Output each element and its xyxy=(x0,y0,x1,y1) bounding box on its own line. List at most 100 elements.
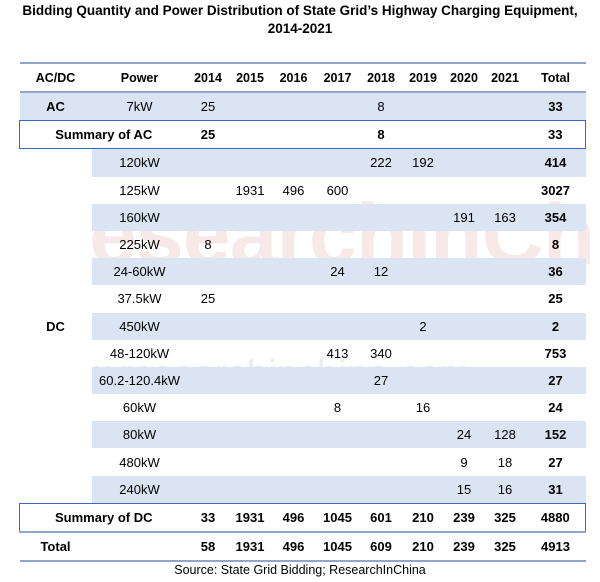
table-row: 24-60kW 24 12 36 xyxy=(20,258,586,286)
column-header: 2017 xyxy=(315,62,360,93)
value-cell: 210 xyxy=(402,502,444,533)
value-cell: 496 xyxy=(282,182,305,198)
table-row: 125kW 1931 496 600 3027 xyxy=(20,177,586,204)
power-cell: 80kW xyxy=(91,421,188,449)
value-cell: 1045 xyxy=(315,530,360,563)
total-cell: 753 xyxy=(544,345,567,361)
value-cell xyxy=(444,394,485,421)
value-cell xyxy=(228,148,272,177)
value-cell xyxy=(315,366,360,395)
column-header: 2019 xyxy=(402,62,444,93)
table-row: 37.5kW 25 25 xyxy=(20,285,586,312)
category-cell: DC xyxy=(19,148,92,504)
value-cell xyxy=(360,177,403,204)
value-cell: 1931 xyxy=(228,502,272,533)
total-cell: 354 xyxy=(525,203,586,231)
value-cell xyxy=(484,148,526,177)
value-cell: 1931 xyxy=(228,530,272,563)
value-cell xyxy=(443,258,485,286)
value-cell xyxy=(272,394,316,421)
value-cell xyxy=(229,394,272,421)
power-cell: 160kW xyxy=(91,203,188,231)
value-cell xyxy=(272,448,316,475)
value-cell: 192 xyxy=(402,148,444,177)
value-cell: 601 xyxy=(359,502,403,533)
column-header: 2016 xyxy=(271,62,316,93)
value-cell xyxy=(360,285,403,312)
value-cell: 8 xyxy=(359,120,403,150)
value-cell: 12 xyxy=(359,258,403,286)
value-cell xyxy=(403,285,444,312)
total-cell: 4913 xyxy=(525,530,586,563)
value-cell xyxy=(402,203,444,231)
value-cell xyxy=(402,92,444,121)
value-cell xyxy=(402,258,444,286)
value-cell xyxy=(444,285,485,312)
value-cell xyxy=(228,312,272,340)
value-cell xyxy=(228,475,272,504)
table-row: 240kW 15 16 31 xyxy=(20,475,586,504)
value-cell xyxy=(403,231,444,258)
value-cell xyxy=(228,203,272,231)
value-cell xyxy=(315,312,360,340)
value-cell: 24 xyxy=(315,258,360,286)
value-cell xyxy=(271,258,316,286)
value-cell xyxy=(228,366,272,395)
value-cell xyxy=(359,312,403,340)
source-note: Source: State Grid Bidding; ResearchInCh… xyxy=(174,563,426,577)
value-cell xyxy=(271,475,316,504)
value-cell: 128 xyxy=(484,421,526,449)
total-cell: 27 xyxy=(548,454,563,470)
value-cell: 9 xyxy=(460,454,468,470)
value-cell xyxy=(484,258,526,286)
value-cell: 8 xyxy=(204,237,212,253)
power-cell xyxy=(91,530,188,563)
value-cell: 2 xyxy=(402,312,444,340)
power-cell: 225kW xyxy=(119,237,160,253)
value-cell xyxy=(485,394,526,421)
value-cell: 239 xyxy=(443,530,485,563)
header-row: AC/DC Power 2014 2015 2016 2017 2018 2019 2020 20… xyxy=(19,62,586,93)
value-cell xyxy=(484,92,526,121)
total-cell: 36 xyxy=(525,258,586,286)
value-cell: 496 xyxy=(271,502,316,533)
value-cell xyxy=(315,148,360,177)
category-cell: AC xyxy=(19,92,92,121)
value-cell xyxy=(485,340,526,367)
value-cell: 222 xyxy=(359,148,403,177)
column-header: 2021 xyxy=(484,62,526,93)
value-cell xyxy=(271,421,316,449)
value-cell: 163 xyxy=(484,203,526,231)
value-cell xyxy=(271,203,316,231)
value-cell xyxy=(187,258,229,286)
value-cell xyxy=(271,366,316,395)
table-row: 160kW 191 163 354 xyxy=(20,203,586,231)
total-cell: 2 xyxy=(525,312,586,340)
chart-title: Bidding Quantity and Power Distribution … xyxy=(0,2,600,38)
value-cell: 191 xyxy=(443,203,485,231)
total-cell: 31 xyxy=(525,475,586,504)
value-cell xyxy=(359,475,403,504)
power-cell: 240kW xyxy=(91,475,188,504)
value-cell xyxy=(443,92,485,121)
value-cell xyxy=(402,475,444,504)
value-cell xyxy=(315,120,360,150)
total-cell: 27 xyxy=(525,366,586,395)
value-cell xyxy=(360,231,403,258)
power-cell: 60kW xyxy=(122,400,157,416)
value-cell xyxy=(188,177,229,204)
total-cell: 24 xyxy=(548,400,563,416)
table-row: 480kW 9 18 27 xyxy=(20,448,586,475)
value-cell xyxy=(316,448,360,475)
value-cell xyxy=(187,366,229,395)
value-cell: 413 xyxy=(326,345,349,361)
data-table: AC/DC Power 2014 2015 2016 2017 2018 2019 2020 20… xyxy=(19,62,586,563)
value-cell: 340 xyxy=(370,345,392,361)
value-cell: 210 xyxy=(402,530,444,563)
table-row: 80kW 24 128 152 xyxy=(20,421,586,449)
summary-label: Summary of AC xyxy=(19,120,188,150)
value-cell xyxy=(228,120,272,150)
value-cell: 58 xyxy=(187,530,229,563)
value-cell xyxy=(443,120,485,150)
category-cell: Total xyxy=(19,530,92,563)
